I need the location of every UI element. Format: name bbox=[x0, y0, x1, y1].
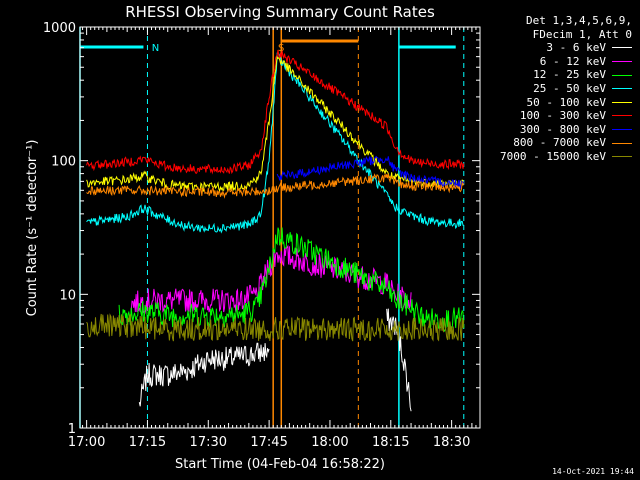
series-line bbox=[130, 244, 412, 315]
legend-entry: 25 - 50 keV bbox=[486, 82, 636, 96]
y-tick-label: 1 bbox=[68, 422, 76, 437]
plot-frame bbox=[79, 26, 481, 429]
series-25-50-kev bbox=[86, 52, 464, 234]
legend-entry-label: 3 - 6 keV bbox=[546, 41, 606, 55]
series-line bbox=[276, 155, 465, 190]
series-7000-15000-kev bbox=[86, 313, 465, 342]
legend-header-line-2: FDecim 1, Att 0 bbox=[532, 27, 632, 41]
legend-swatch bbox=[612, 115, 632, 117]
legend-entry-label: 800 - 7000 keV bbox=[513, 136, 606, 150]
axes: 1 10 100 1000 17:00 17:15 17:30 17:45 18:00 18:15… bbox=[43, 21, 481, 450]
series-line bbox=[86, 313, 465, 342]
y-tick-label: 1000 bbox=[43, 21, 76, 36]
legend-entry-label: 7000 - 15000 keV bbox=[500, 149, 606, 163]
series-300-800-kev bbox=[276, 155, 465, 190]
series-50-100-kev bbox=[86, 55, 465, 193]
legend-header-line-1: Det 1,3,4,5,6,9, bbox=[526, 14, 632, 27]
legend-swatch bbox=[612, 101, 632, 103]
x-tick-label: 18:15 bbox=[372, 435, 409, 450]
x-tick-label: 18:00 bbox=[311, 435, 348, 450]
legend-entry: 6 - 12 keV bbox=[486, 55, 636, 69]
legend-entry-label: 100 - 300 keV bbox=[519, 109, 606, 123]
series-line bbox=[86, 173, 465, 199]
render-timestamp: 14-Oct-2021 19:44 bbox=[552, 467, 634, 476]
annotation-label: N bbox=[152, 43, 159, 54]
legend-entry-label: 25 - 50 keV bbox=[533, 81, 606, 95]
legend-entry-label: 12 - 25 keV bbox=[533, 68, 606, 82]
x-tick-label: 17:15 bbox=[129, 435, 166, 450]
legend-entry: 3 - 6 keV bbox=[486, 41, 636, 55]
series-line bbox=[86, 55, 465, 193]
legend-entry-label: 300 - 800 keV bbox=[519, 122, 606, 136]
y-axis-label: Count Rate (s⁻¹ detector⁻¹) bbox=[25, 140, 40, 317]
legend-swatch bbox=[612, 142, 632, 144]
legend-entry: 7000 - 15000 keV bbox=[486, 150, 636, 164]
x-tick-label: 17:00 bbox=[68, 435, 105, 450]
series-6-12-kev bbox=[130, 244, 412, 315]
series-12-25-kev bbox=[118, 227, 465, 333]
legend-entry: 50 - 100 keV bbox=[486, 96, 636, 110]
series-line bbox=[118, 227, 465, 333]
legend-swatch bbox=[612, 88, 632, 90]
legend-entry: 12 - 25 keV bbox=[486, 68, 636, 82]
legend-swatch bbox=[612, 61, 632, 63]
legend-entry: 100 - 300 keV bbox=[486, 109, 636, 123]
legend-entry-label: 6 - 12 keV bbox=[539, 54, 606, 68]
x-axis-label: Start Time (04-Feb-04 16:58:22) bbox=[175, 457, 385, 472]
legend-swatch bbox=[612, 74, 632, 76]
series-line bbox=[86, 49, 465, 175]
legend-swatch bbox=[612, 156, 632, 158]
legend-entries: 3 - 6 keV 6 - 12 keV 12 - 25 keV 25 - 50 ke… bbox=[486, 41, 636, 163]
legend-entry: 800 - 7000 keV bbox=[486, 136, 636, 150]
series-group bbox=[86, 49, 465, 412]
legend-swatch bbox=[612, 129, 632, 131]
legend-swatch bbox=[612, 47, 632, 49]
y-tick-label: 100 bbox=[51, 155, 76, 170]
legend-entry: 300 - 800 keV bbox=[486, 123, 636, 137]
series-line bbox=[86, 52, 464, 234]
series-100-300-kev bbox=[86, 49, 465, 175]
series-line bbox=[138, 342, 270, 407]
annotation-label: S bbox=[278, 43, 284, 54]
legend: Det 1,3,4,5,6,9, FDecim 1, Att 0 3 - 6 k… bbox=[486, 14, 636, 164]
chart-title: RHESSI Observing Summary Count Rates bbox=[125, 3, 435, 21]
y-tick-label: 10 bbox=[59, 288, 76, 303]
legend-entry-label: 50 - 100 keV bbox=[526, 95, 606, 109]
x-tick-label: 17:30 bbox=[190, 435, 227, 450]
x-tick-label: 17:45 bbox=[250, 435, 287, 450]
x-tick-label: 18:30 bbox=[433, 435, 470, 450]
series-800-7000-kev bbox=[86, 173, 465, 199]
